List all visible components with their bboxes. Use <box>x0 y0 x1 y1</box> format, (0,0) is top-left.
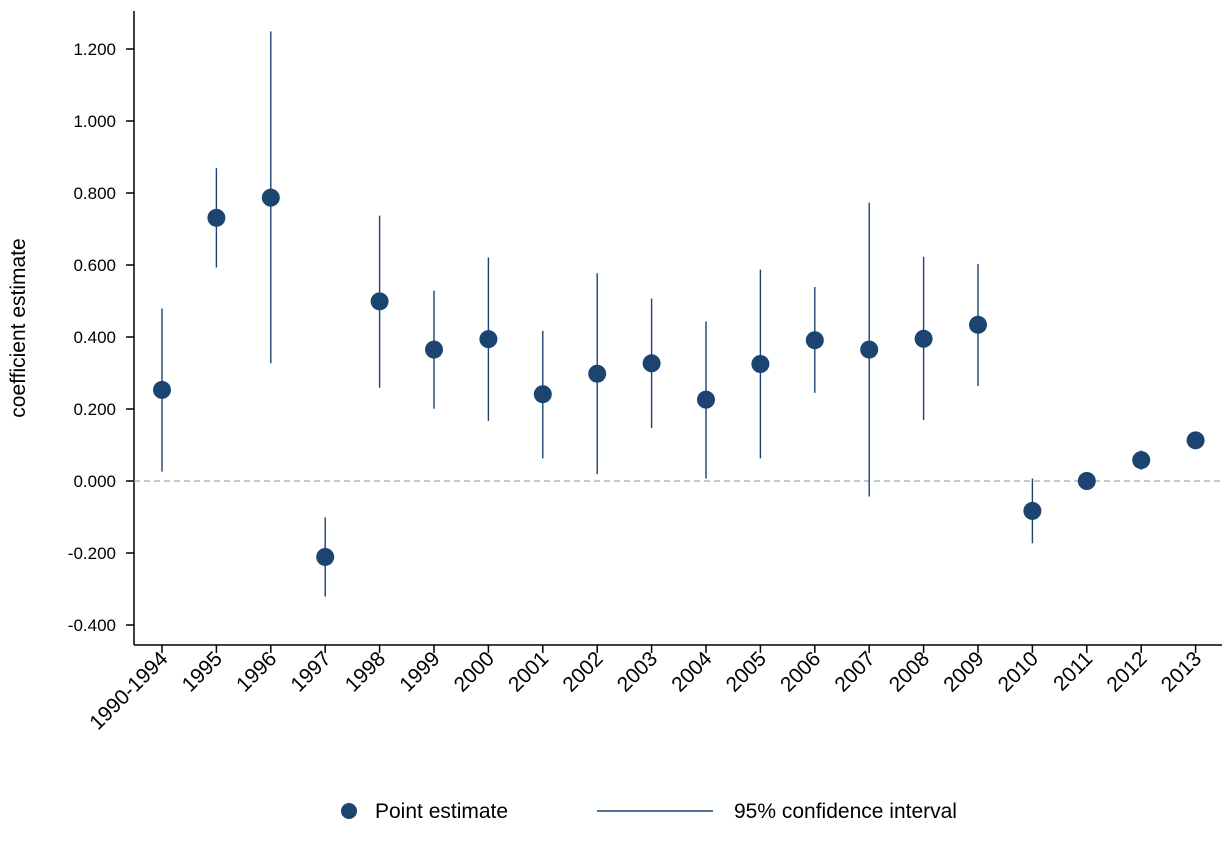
point-marker <box>1132 451 1151 470</box>
point-marker <box>370 292 389 311</box>
legend-point-label: Point estimate <box>375 800 508 823</box>
y-tick-label: 0.800 <box>73 184 116 203</box>
x-tick-label: 2005 <box>722 647 771 696</box>
x-tick-label: 1997 <box>286 647 335 696</box>
x-axis-ticks: 1990-1994 1995 1996 1997 1998 1999 2000 2001 200… <box>85 645 1206 735</box>
x-tick-label: 1998 <box>341 647 390 696</box>
legend-ci-label: 95% confidence interval <box>734 800 957 823</box>
x-tick-label: 2006 <box>776 647 825 696</box>
x-tick-label: 2002 <box>558 647 607 696</box>
legend: Point estimate 95% confidence interval <box>341 800 957 823</box>
point-estimates <box>153 188 1205 566</box>
x-tick-label: 2000 <box>450 647 499 696</box>
y-tick-label: 1.200 <box>73 40 116 59</box>
point-marker <box>969 315 987 334</box>
point-marker <box>261 188 280 207</box>
x-tick-label: 1999 <box>395 647 444 696</box>
point-marker <box>697 390 715 409</box>
x-tick-label: 1995 <box>178 647 227 696</box>
point-marker <box>642 354 661 373</box>
point-marker <box>1186 431 1205 450</box>
point-marker <box>479 330 498 349</box>
y-tick-label: -0.200 <box>68 544 116 563</box>
y-tick-label: 0.000 <box>73 472 116 491</box>
x-tick-label: 2012 <box>1102 647 1151 696</box>
x-tick-label: 1990-1994 <box>85 647 173 735</box>
x-tick-label: 2004 <box>667 647 717 697</box>
point-marker <box>914 329 933 348</box>
point-marker <box>860 340 879 359</box>
x-tick-label: 2001 <box>504 647 553 696</box>
point-marker <box>207 208 226 227</box>
legend-point-marker <box>341 803 357 819</box>
point-marker <box>425 340 443 359</box>
point-marker <box>805 331 824 350</box>
y-tick-label: -0.400 <box>68 616 116 635</box>
confidence-intervals <box>161 31 1142 597</box>
point-marker <box>1077 472 1096 490</box>
x-tick-label: 2009 <box>939 647 988 696</box>
x-tick-label: 2008 <box>885 647 934 696</box>
y-axis-label: coefficient estimate <box>7 238 30 417</box>
y-tick-label: 1.000 <box>73 112 116 131</box>
point-marker <box>588 364 607 383</box>
point-marker <box>1023 501 1042 520</box>
x-tick-label: 2007 <box>830 647 879 696</box>
point-marker <box>316 547 335 566</box>
point-marker <box>153 380 171 399</box>
x-tick-label: 2003 <box>613 647 662 696</box>
y-axis-ticks: -0.400 -0.200 0.000 0.200 0.400 0.600 0.800 1.0… <box>68 40 134 635</box>
point-marker <box>751 355 770 373</box>
x-tick-label: 2011 <box>1049 647 1097 695</box>
x-tick-label: 2013 <box>1157 647 1206 696</box>
y-tick-label: 0.200 <box>73 400 116 419</box>
point-marker <box>533 385 552 404</box>
x-tick-label: 2010 <box>994 647 1043 696</box>
y-tick-label: 0.400 <box>73 328 116 347</box>
y-tick-label: 0.600 <box>73 256 116 275</box>
x-tick-label: 1996 <box>232 647 281 696</box>
